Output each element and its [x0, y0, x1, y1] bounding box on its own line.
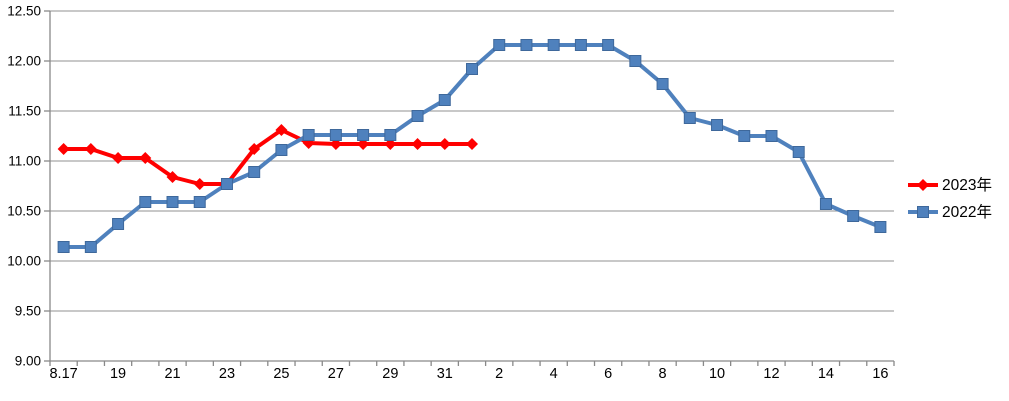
x-tick-label: 27: [328, 366, 344, 382]
data-point-marker-2022: [574, 39, 587, 51]
data-point-marker-2022: [384, 129, 397, 141]
data-point-marker-2022: [819, 198, 832, 210]
legend-swatch-marker-2022: [917, 206, 929, 218]
x-tick-label: 19: [110, 366, 126, 382]
data-point-marker-2022: [629, 55, 642, 67]
data-point-marker-2022: [275, 144, 288, 156]
x-tick-label: 29: [382, 366, 398, 382]
data-point-marker-2022: [329, 129, 342, 141]
x-tick-label: 25: [273, 366, 289, 382]
data-point-marker-2022: [438, 94, 451, 106]
data-point-marker-2022: [874, 221, 887, 233]
x-tick-label: 10: [709, 366, 725, 382]
y-tick-label: 9.50: [15, 304, 41, 319]
data-point-marker-2022: [166, 196, 179, 208]
data-point-marker-2022: [520, 39, 533, 51]
data-point-marker-2023: [411, 138, 424, 150]
x-tick-label: 8: [659, 366, 667, 382]
data-point-marker-2022: [547, 39, 560, 51]
data-point-marker-2022: [493, 39, 506, 51]
data-point-marker-2022: [57, 241, 70, 253]
y-tick-label: 9.00: [15, 354, 41, 369]
data-point-marker-2022: [220, 178, 233, 190]
data-point-marker-2022: [656, 78, 669, 90]
y-tick-label: 11.50: [8, 104, 41, 119]
data-point-marker-2023: [438, 138, 451, 150]
legend-swatch-marker-2023: [917, 179, 929, 191]
x-tick-label: 8.17: [49, 366, 77, 382]
data-point-marker-2022: [112, 218, 125, 230]
data-point-marker-2023: [193, 178, 206, 190]
data-point-marker-2023: [139, 152, 152, 164]
y-tick-label: 12.00: [7, 54, 41, 69]
data-point-marker-2022: [248, 166, 261, 178]
x-tick-label: 21: [164, 366, 180, 382]
data-point-marker-2023: [275, 124, 288, 136]
data-point-marker-2022: [302, 129, 315, 141]
y-tick-label: 12.50: [7, 4, 41, 19]
data-point-marker-2022: [139, 196, 152, 208]
data-point-marker-2022: [765, 130, 778, 142]
x-tick-label: 12: [763, 366, 779, 382]
series-line-2023: [61, 128, 474, 186]
data-point-marker-2023: [248, 143, 261, 155]
data-point-marker-2022: [466, 63, 478, 75]
data-point-marker-2022: [847, 210, 860, 222]
y-tick-label: 10.50: [7, 204, 41, 219]
x-tick-label: 6: [604, 366, 612, 382]
data-point-marker-2023: [466, 138, 478, 150]
x-tick-label: 14: [818, 366, 834, 382]
data-point-marker-2022: [711, 119, 724, 131]
data-point-marker-2022: [84, 241, 97, 253]
x-tick-label: 2: [495, 366, 503, 382]
data-point-marker-2022: [357, 129, 370, 141]
data-point-marker-2022: [683, 112, 696, 124]
data-point-marker-2022: [792, 146, 805, 158]
data-point-marker-2022: [411, 110, 424, 122]
x-tick-label: 16: [872, 366, 888, 382]
data-point-marker-2023: [57, 143, 70, 155]
x-tick-label: 4: [550, 366, 558, 382]
x-tick-label: 23: [219, 366, 235, 382]
legend-label-2022: 2022年: [942, 203, 992, 221]
data-point-marker-2022: [193, 196, 206, 208]
data-point-marker-2023: [166, 171, 179, 183]
data-point-marker-2023: [84, 143, 97, 155]
data-point-marker-2023: [112, 152, 125, 164]
y-tick-label: 10.00: [7, 254, 41, 269]
y-tick-label: 11.00: [8, 154, 41, 169]
data-point-marker-2022: [738, 130, 751, 142]
legend-label-2023: 2023年: [942, 176, 992, 194]
x-tick-label: 31: [437, 366, 453, 382]
data-point-marker-2022: [602, 39, 615, 51]
